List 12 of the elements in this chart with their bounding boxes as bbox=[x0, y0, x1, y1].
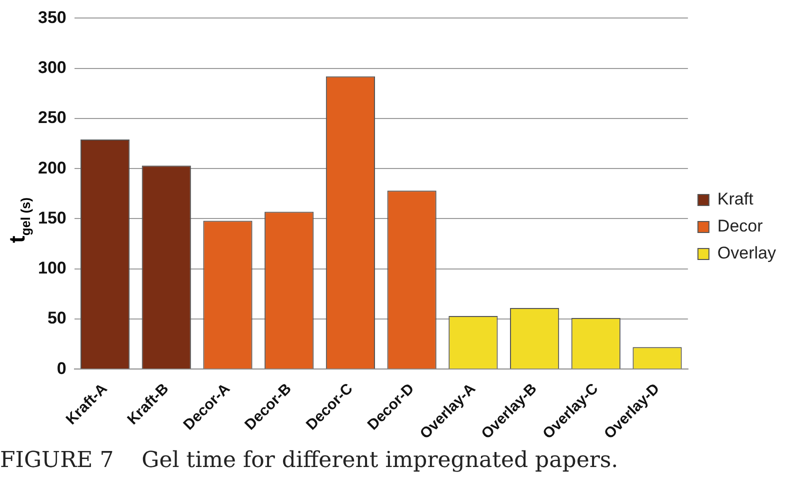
legend-label: Kraft bbox=[717, 190, 754, 209]
legend-label: Overlay bbox=[717, 244, 776, 263]
y-tick-label: 350 bbox=[38, 8, 66, 27]
y-tick-label: 150 bbox=[38, 208, 66, 228]
legend-label: Decor bbox=[717, 216, 764, 236]
y-tick-label: 250 bbox=[38, 108, 66, 128]
caption: FIGURE 7 Gel time for different impregnated papers. bbox=[0, 448, 620, 473]
y-tick-label: 0 bbox=[56, 358, 66, 378]
y-tick-label: 100 bbox=[38, 258, 66, 278]
y-tick-label: 50 bbox=[47, 308, 66, 328]
y-tick-label: 300 bbox=[38, 58, 66, 78]
y-tick-label: 200 bbox=[38, 158, 66, 178]
